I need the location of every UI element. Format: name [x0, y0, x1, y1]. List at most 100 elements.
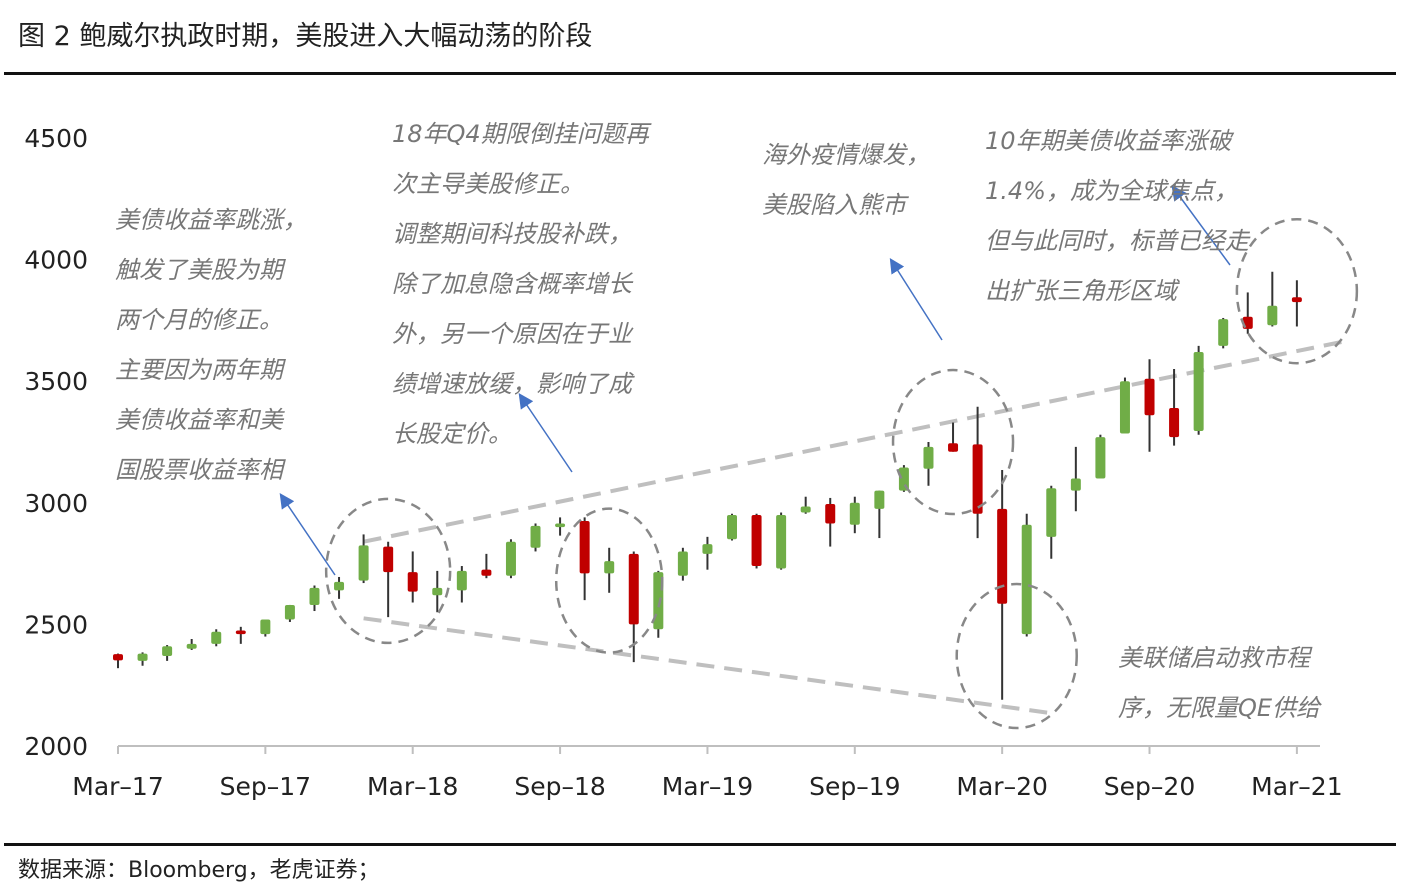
- candle-body: [555, 523, 566, 528]
- candle-body: [1021, 524, 1032, 635]
- anno-treasury-jump: 美债收益率跳涨， 触发了美股为期两个月的修正。主要因为两年期美债收益率和美国股票收…: [115, 206, 307, 484]
- anno-fed-rescue: 美联储启动救市程序，无限量QE供给: [1118, 644, 1322, 722]
- candle-body: [284, 604, 295, 620]
- anno-pandemic: 海外疫情爆发， 美股陷入熊市: [762, 141, 930, 219]
- candle-body: [1169, 407, 1180, 438]
- x-tick-label: Mar–21: [1251, 772, 1342, 801]
- x-tick-label: Mar–20: [956, 772, 1047, 801]
- annotation-line: 主要因为两年期: [115, 356, 286, 384]
- candle-body: [1070, 478, 1081, 491]
- annotation-line: 1.4%，成为全球焦点，: [985, 177, 1238, 205]
- candle-body: [260, 619, 271, 635]
- candle-body: [898, 467, 909, 491]
- trendlines: [363, 339, 1347, 716]
- source-note: 数据来源：Bloomberg，老虎证券；: [18, 858, 380, 883]
- x-tick-label: Mar–18: [367, 772, 458, 801]
- annotation-line: 触发了美股为期: [115, 256, 286, 284]
- candle-body: [1267, 305, 1278, 326]
- annotation-line: 国股票收益率相: [115, 456, 286, 484]
- bottom-rule: [4, 843, 1396, 846]
- candle-body: [751, 514, 762, 567]
- annotations: 美债收益率跳涨， 触发了美股为期两个月的修正。主要因为两年期美债收益率和美国股票收…: [115, 120, 1322, 722]
- highlight-circle: [955, 582, 1078, 730]
- x-tick-label: Sep–18: [514, 772, 605, 801]
- candle-body: [383, 546, 394, 573]
- y-tick-label: 2500: [24, 610, 88, 639]
- candle-body: [825, 504, 836, 524]
- candle-body: [948, 443, 959, 452]
- trendline: [363, 616, 1052, 716]
- candle-body: [727, 514, 737, 540]
- candle-body: [923, 446, 934, 469]
- candle-body: [137, 653, 148, 661]
- highlight-circles: [324, 217, 1359, 730]
- candle-body: [1046, 488, 1057, 537]
- x-tick-label: Mar–19: [662, 772, 753, 801]
- candle-body: [1193, 352, 1204, 432]
- candle-body: [309, 587, 320, 605]
- highlight-circle: [891, 368, 1015, 516]
- annotation-line: 美债收益率跳涨，: [115, 206, 307, 234]
- y-axis: 2000 2500 3000 3500 4000 4500: [24, 124, 88, 761]
- annotation-arrow: [889, 257, 943, 341]
- y-tick-label: 2000: [24, 732, 88, 761]
- candle-body: [972, 444, 983, 514]
- annotation-line: 长股定价。: [392, 420, 512, 448]
- candle-body: [1119, 381, 1130, 434]
- anno-10y-treasury: 10年期美债收益率涨破 1.4%，成为全球焦点， 但与此同时，标普已经走出扩张三角形…: [985, 127, 1251, 305]
- candle-body: [113, 654, 123, 661]
- annotation-arrow: [518, 393, 573, 473]
- highlight-circle: [1235, 217, 1359, 365]
- candle-body: [481, 569, 492, 576]
- annotation-line: 但与此同时，标普已经走: [985, 227, 1251, 255]
- candle-body: [211, 631, 222, 644]
- annotation-arrows: [279, 185, 1231, 576]
- anno-q4-2018: 18年Q4期限倒挂问题再次主导美股修正。调整期间科技股补跌， 除了加息隐含概率增长…: [392, 120, 652, 448]
- y-tick-label: 4000: [24, 246, 88, 275]
- candle-body: [849, 502, 860, 525]
- candle-body: [530, 525, 541, 548]
- chart-title: 图 2 鲍威尔执政时期，美股进入大幅动荡的阶段: [18, 21, 593, 52]
- annotation-line: 美联储启动救市程: [1118, 644, 1313, 672]
- candle-body: [186, 643, 197, 649]
- candle-body: [579, 521, 590, 574]
- y-tick-label: 4500: [24, 124, 88, 153]
- x-tick-label: Sep–17: [220, 772, 311, 801]
- annotation-line: 10年期美债收益率涨破: [985, 127, 1235, 155]
- annotation-line: 调整期间科技股补跌，: [392, 220, 632, 248]
- candle-body: [235, 630, 246, 635]
- annotation-line: 外，另一个原因在于业: [392, 320, 634, 348]
- candle-body: [776, 514, 787, 569]
- candle-body: [162, 646, 173, 657]
- candle-body: [407, 572, 418, 592]
- candle-body: [702, 544, 713, 554]
- candle-body: [628, 553, 639, 625]
- candle-body: [456, 570, 467, 591]
- annotation-line: 美债收益率和美: [115, 406, 285, 434]
- candle-body: [334, 581, 345, 591]
- annotation-line: 18年Q4期限倒挂问题再: [392, 120, 652, 148]
- x-tick-label: Mar–17: [72, 772, 163, 801]
- candle-body: [874, 490, 885, 509]
- annotation-arrow: [279, 493, 336, 576]
- candle-body: [677, 551, 688, 576]
- highlight-circle: [554, 507, 664, 654]
- candle-body: [432, 587, 443, 596]
- annotation-line: 次主导美股修正。: [392, 170, 584, 198]
- annotation-line: 除了加息隐含概率增长: [392, 270, 634, 298]
- candle-body: [997, 508, 1008, 604]
- highlight-circle: [324, 497, 452, 645]
- x-tick-label: Sep–20: [1104, 772, 1195, 801]
- candle-body: [604, 561, 615, 574]
- annotation-line: 海外疫情爆发，: [762, 141, 930, 169]
- y-tick-label: 3000: [24, 489, 88, 518]
- annotation-line: 两个月的修正。: [115, 306, 283, 334]
- top-rule: [4, 72, 1396, 75]
- candle-body: [1144, 378, 1155, 416]
- annotation-line: 出扩张三角形区域: [985, 277, 1180, 305]
- annotation-line: 美股陷入熊市: [762, 191, 909, 219]
- y-tick-label: 3500: [24, 367, 88, 396]
- candle-body: [1218, 319, 1229, 346]
- annotation-arrow: [1171, 185, 1231, 266]
